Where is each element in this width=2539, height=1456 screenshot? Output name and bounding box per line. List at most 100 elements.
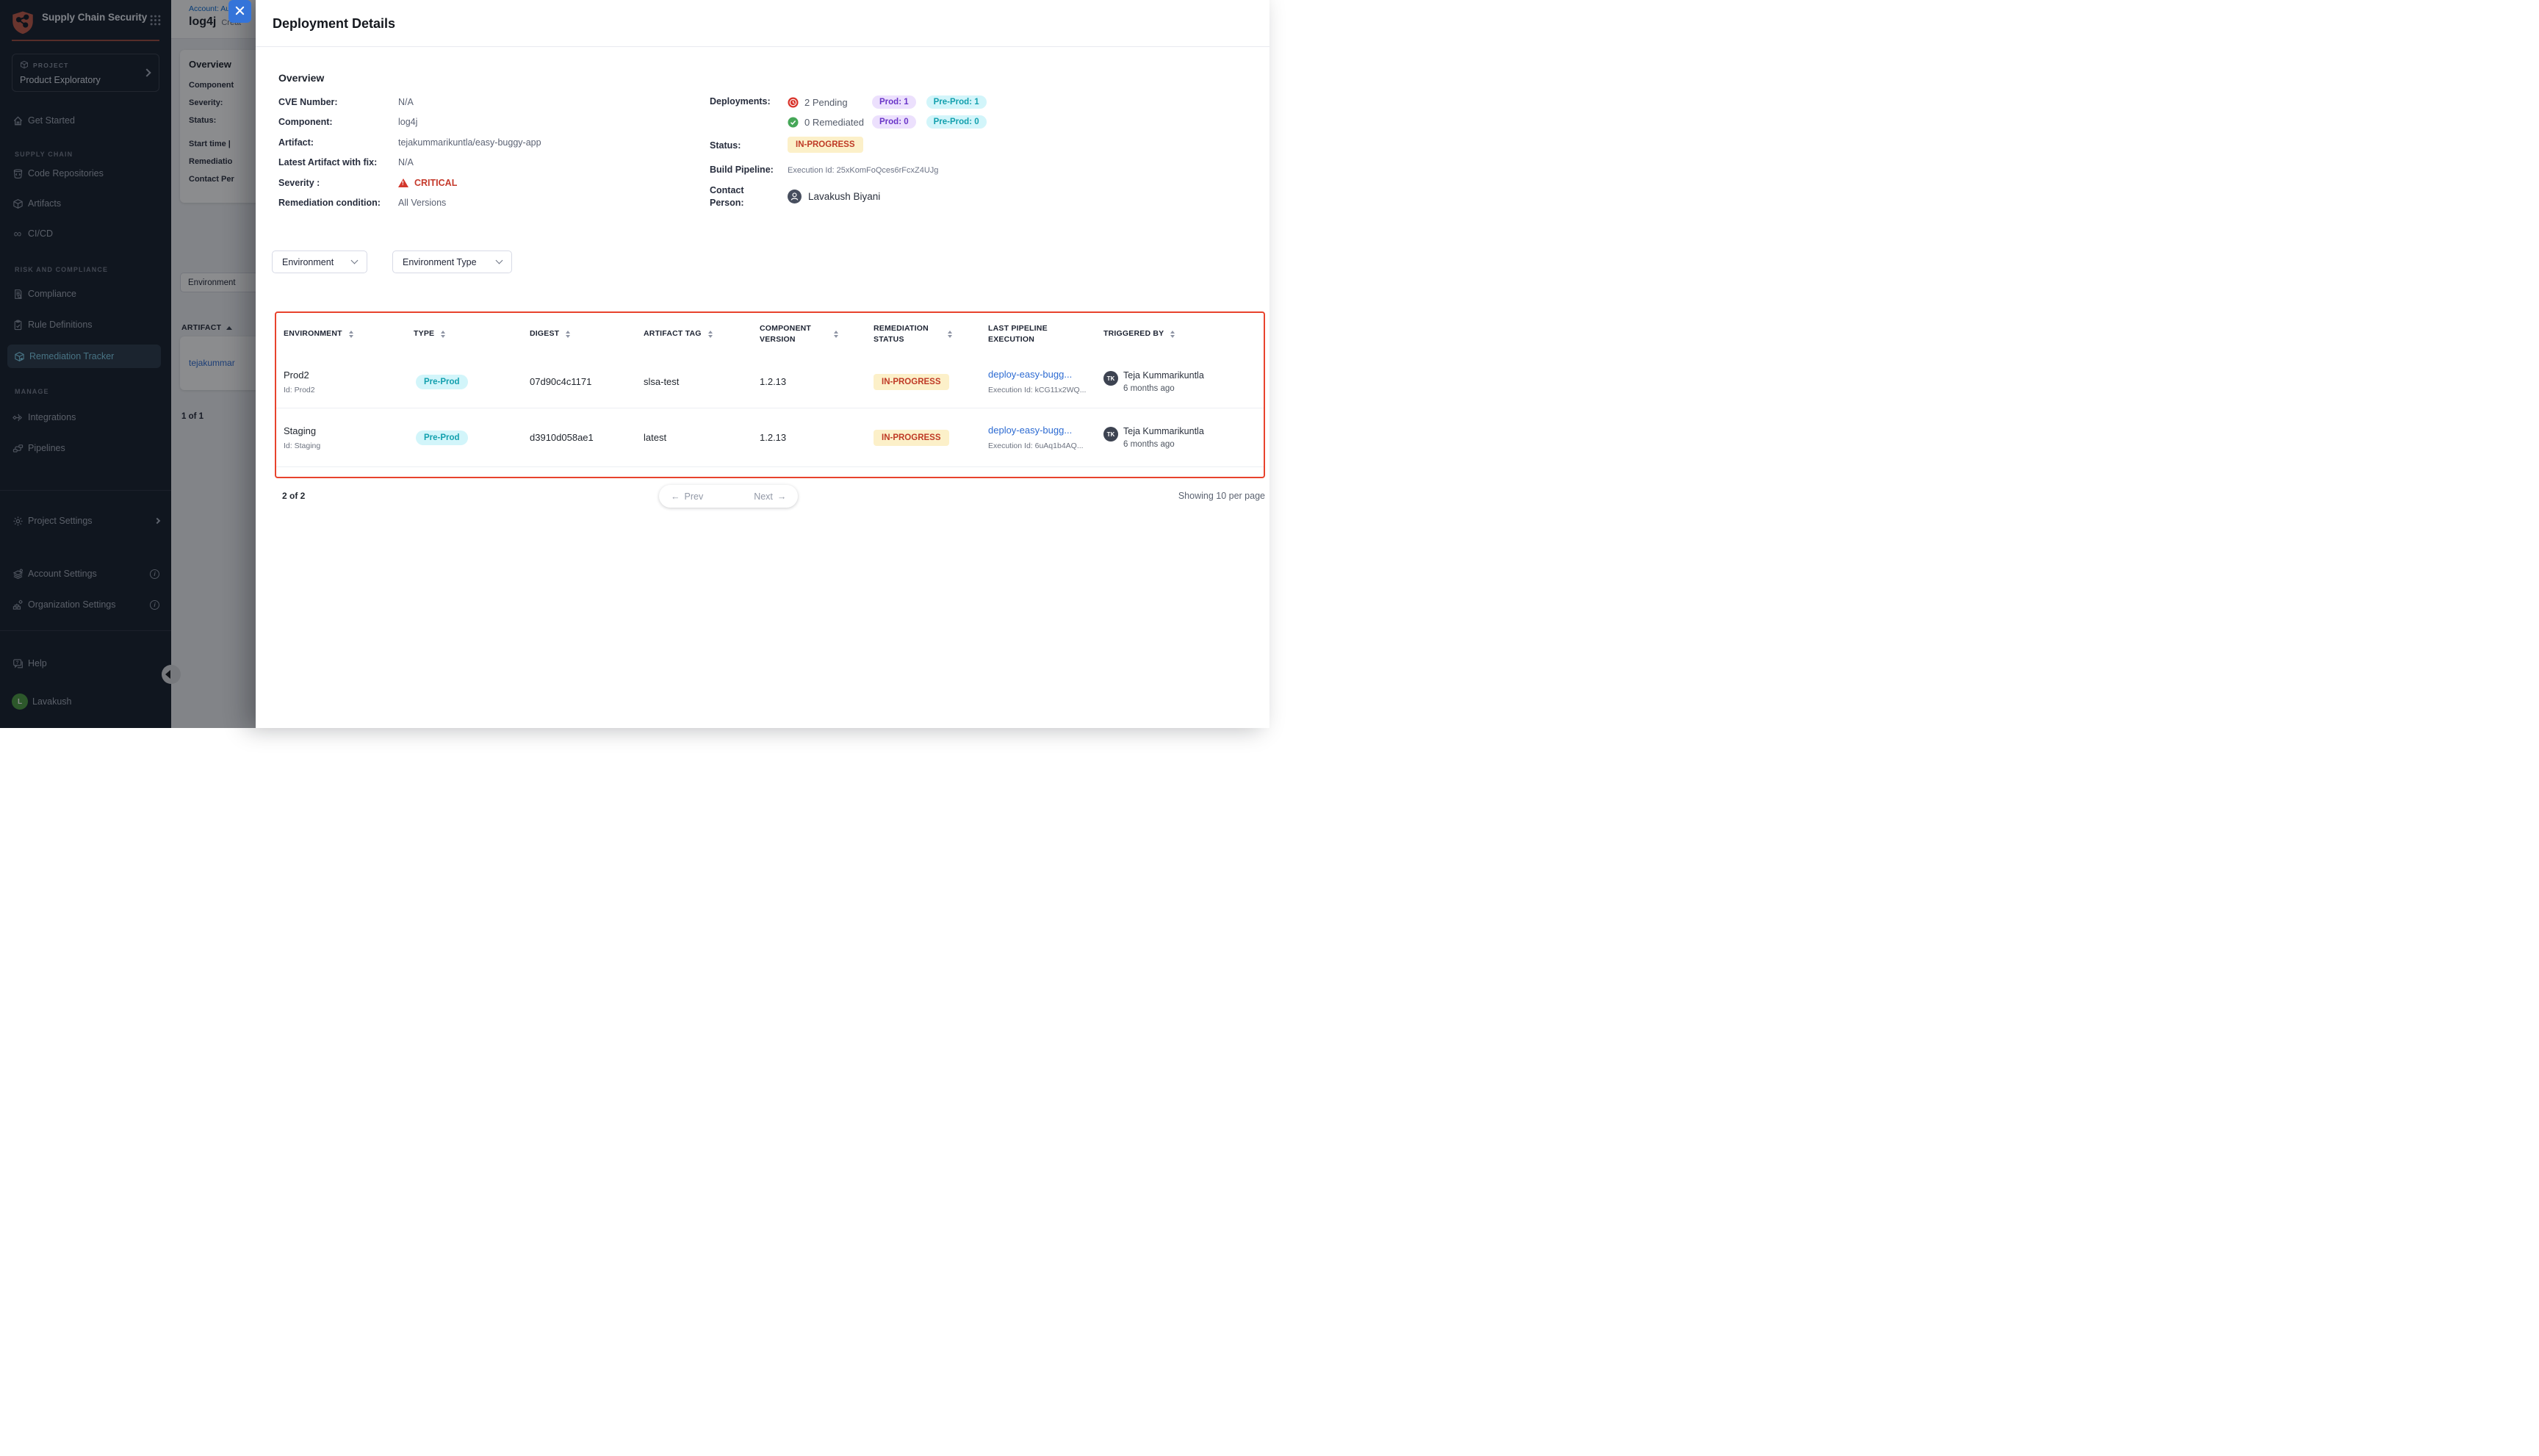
- column-header-component-version: COMPONENT VERSION: [760, 323, 874, 345]
- sidebar-divider: [0, 630, 171, 631]
- sidebar-item-project-settings[interactable]: Project Settings: [0, 510, 171, 532]
- sidebar-item-integrations[interactable]: Integrations: [0, 406, 171, 428]
- close-icon: [235, 6, 245, 18]
- sidebar-divider: [0, 490, 171, 491]
- pipeline-link[interactable]: deploy-easy-bugg...: [988, 369, 1073, 380]
- drawer-title: Deployment Details: [273, 16, 396, 31]
- pipeline-link[interactable]: deploy-easy-bugg...: [988, 425, 1073, 436]
- sidebar-item-pipelines[interactable]: Pipelines: [0, 437, 171, 459]
- environment-filter-dropdown[interactable]: Environment: [272, 251, 367, 273]
- field-remediation-condition: Remediation condition: All Versions: [278, 198, 447, 208]
- module-grid-icon[interactable]: [150, 15, 161, 29]
- contact-person-row: Contact Person: Lavakush Biyani: [710, 185, 881, 208]
- status-row: Status: IN-PROGRESS: [710, 137, 1270, 153]
- sort-icon[interactable]: [566, 331, 571, 338]
- sidebar-item-help[interactable]: ? Help: [0, 652, 171, 674]
- sort-icon[interactable]: [707, 331, 713, 338]
- gear-icon: [12, 515, 24, 527]
- project-selector[interactable]: PROJECT Product Exploratory: [12, 54, 159, 92]
- sidebar-item-account-settings[interactable]: Account Settings i: [0, 563, 171, 585]
- modal-backdrop[interactable]: [0, 0, 256, 728]
- filter-bar: Environment Environment Type: [272, 251, 1270, 273]
- remediation-tracker-icon: [13, 350, 25, 362]
- sort-icon[interactable]: [441, 331, 446, 338]
- sort-icon[interactable]: [948, 331, 952, 338]
- severity-value: CRITICAL: [398, 178, 457, 188]
- project-label: PROJECT: [20, 60, 151, 71]
- sidebar-user[interactable]: L Lavakush: [0, 691, 171, 713]
- overview-heading: Overview: [278, 72, 325, 84]
- field-component: Component: log4j: [278, 117, 418, 127]
- field-cve-number: CVE Number: N/A: [278, 96, 414, 107]
- clipboard-check-icon: [12, 319, 24, 331]
- deployments-table: ENVIRONMENT TYPE DIGEST ARTIFACT TAG COM…: [275, 311, 1265, 478]
- sidebar-item-cicd[interactable]: ∞ CI/CD: [0, 223, 171, 245]
- sidebar-item-label: Rule Definitions: [28, 320, 93, 330]
- sidebar-item-rule-definitions[interactable]: Rule Definitions: [0, 314, 171, 336]
- background-artifact-row: tejakummar: [180, 336, 256, 390]
- sidebar-item-label: Code Repositories: [28, 168, 104, 179]
- sidebar-item-label: Integrations: [28, 412, 76, 422]
- user-avatar: L: [12, 693, 28, 710]
- chevron-down-icon: [495, 256, 503, 264]
- arrow-left-icon: ←: [671, 491, 680, 502]
- info-icon[interactable]: i: [150, 569, 159, 579]
- sidebar-item-organization-settings[interactable]: Organization Settings i: [0, 594, 171, 616]
- sidebar-item-label: Organization Settings: [28, 599, 116, 610]
- prev-page-button[interactable]: ← Prev: [659, 485, 715, 508]
- collapse-left-icon: [165, 670, 170, 679]
- table-row[interactable]: Prod2 Id: Prod2 Pre-Prod 07d90c4c1171 sl…: [276, 356, 1264, 408]
- svg-text:?: ?: [15, 660, 18, 666]
- chevron-down-icon: [350, 256, 359, 264]
- background-artifact-column-header[interactable]: ARTIFACT: [181, 323, 233, 332]
- sidebar-item-artifacts[interactable]: Artifacts: [0, 192, 171, 215]
- column-header-triggered-by: TRIGGERED BY: [1103, 328, 1264, 339]
- sidebar-item-label: Account Settings: [28, 569, 97, 579]
- sidebar-item-compliance[interactable]: Compliance: [0, 283, 171, 305]
- close-button[interactable]: [228, 0, 251, 23]
- background-environment-filter[interactable]: Environment: [180, 273, 256, 292]
- deployments-row: Deployments: 2 Pending Prod: 1 Pre-Prod:…: [710, 95, 1270, 129]
- per-page-label: Showing 10 per page: [1178, 491, 1265, 501]
- row-count: 2 of 2: [282, 491, 306, 501]
- background-overview-card: Overview Component Severity: Status: Sta…: [180, 50, 256, 203]
- pending-line: 2 Pending Prod: 1 Pre-Prod: 1: [788, 95, 987, 109]
- sidebar-item-label: Remediation Tracker: [29, 351, 115, 361]
- table-row[interactable]: Staging Id: Staging Pre-Prod d3910d058ae…: [276, 408, 1264, 467]
- background-page-count: 1 of 1: [181, 412, 204, 421]
- env-type-badge: Pre-Prod: [416, 374, 468, 389]
- field-latest-artifact-with-fix: Latest Artifact with fix: N/A: [278, 157, 414, 167]
- document-search-icon: [12, 288, 24, 300]
- column-header-digest: DIGEST: [530, 328, 644, 339]
- sidebar-item-get-started[interactable]: Get Started: [0, 109, 171, 131]
- card-heading: Overview: [189, 59, 231, 70]
- background-artifact-link[interactable]: tejakummar: [189, 358, 235, 368]
- field-severity: Severity : CRITICAL: [278, 176, 710, 189]
- sidebar-item-label: Compliance: [28, 289, 77, 299]
- next-page-button[interactable]: Next →: [742, 485, 798, 508]
- pagination-bar: 2 of 2 ← Prev 1 Next → Showing 10 per pa…: [275, 485, 1265, 508]
- remediated-check-icon: [788, 116, 799, 128]
- sort-icon[interactable]: [1170, 331, 1175, 338]
- user-initials-avatar: TK: [1103, 427, 1118, 442]
- prod-remediated-badge: Prod: 0: [872, 115, 916, 129]
- deployments-values: 2 Pending Prod: 1 Pre-Prod: 1 0 Remediat…: [788, 95, 987, 129]
- sidebar-item-label: Help: [28, 658, 47, 668]
- info-icon[interactable]: i: [150, 599, 159, 610]
- page-1-button[interactable]: 1: [715, 485, 742, 508]
- build-execution-id: Execution Id: 25xKomFoQces6rFcxZ4UJg: [788, 166, 939, 175]
- supply-chain-security-logo-icon: [12, 10, 34, 35]
- sidebar-item-code-repositories[interactable]: Code Repositories: [0, 162, 171, 184]
- preprod-remediated-badge: Pre-Prod: 0: [926, 115, 987, 129]
- column-header-environment: ENVIRONMENT: [276, 328, 414, 339]
- env-type-badge: Pre-Prod: [416, 430, 468, 445]
- sidebar-item-remediation-tracker[interactable]: Remediation Tracker: [7, 345, 161, 368]
- environment-type-filter-dropdown[interactable]: Environment Type: [392, 251, 512, 273]
- sort-icon[interactable]: [834, 331, 838, 338]
- sidebar-collapse-handle[interactable]: [162, 665, 181, 684]
- sort-icon[interactable]: [348, 331, 353, 338]
- layers-gear-icon: [12, 568, 24, 580]
- column-header-type: TYPE: [414, 328, 530, 339]
- user-initials-avatar: TK: [1103, 371, 1118, 386]
- remediation-status-badge: IN-PROGRESS: [874, 429, 949, 446]
